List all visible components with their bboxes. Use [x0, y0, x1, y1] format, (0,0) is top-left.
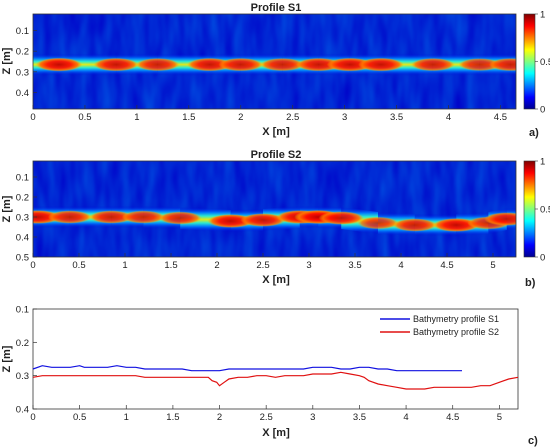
- panel-a: Profile S1 0 0.5 1 1.5 2 2.5 3 3.5 4 4.5 0.1 0.2 0.3…: [1, 2, 550, 139]
- panel-a-reflector-peak: [35, 57, 83, 72]
- panel-b-ytick-label: 0.5: [16, 253, 29, 264]
- panel-b-xtick-label: 0.5: [72, 260, 85, 271]
- panel-b-xtick-label: 3: [306, 260, 311, 271]
- panel-b-xlabel: X [m]: [262, 274, 290, 286]
- panel-b-reflector-peak: [318, 211, 364, 225]
- panel-b-xtick-label: 0: [30, 260, 35, 271]
- panel-b-ytick-label: 0.1: [16, 173, 29, 184]
- panel-a-ytick-label: 0.1: [16, 26, 29, 37]
- panel-a-reflector-band: [157, 53, 210, 76]
- panel-c-xtick-label: 0: [30, 412, 35, 423]
- panel-a-reflector-peak: [260, 58, 305, 72]
- panel-c-xtick-label: 2.5: [260, 412, 273, 423]
- panel-a-xtick-label: 0: [30, 112, 35, 123]
- panel-a-reflector-peak: [218, 57, 264, 72]
- panel-c-ytick-label: 0.2: [16, 338, 29, 349]
- panel-b: Profile S2 0 0.5 1 1.5 2 2.5 3 3.5 4 4.5 50.10.20.…: [1, 149, 550, 289]
- panel-b-colorbar: [523, 160, 536, 258]
- panel-a-ytick-label: 0.3: [16, 67, 29, 78]
- panel-a-reflector-peak: [458, 58, 501, 71]
- panel-b-colorbar-label: 1: [540, 157, 545, 168]
- series-line-s1: [32, 365, 462, 372]
- panel-b-xtick-label: 3.5: [348, 260, 361, 271]
- panel-c-xtick-label: 3: [310, 412, 315, 423]
- panel-a-ytick-label: 0.2: [16, 47, 29, 58]
- panel-c-xlabel: X [m]: [262, 427, 290, 439]
- legend-label-s2: Bathymetry profile S2: [413, 327, 499, 337]
- panel-b-reflector-peak: [158, 211, 202, 225]
- panel-a-frame: [32, 13, 517, 110]
- panel-a-reflector-peak: [135, 58, 180, 72]
- panel-b-ytick-label: 0.2: [16, 193, 29, 204]
- panel-c-xtick-label: 2: [217, 412, 222, 423]
- panel-b-reflector-peak: [47, 210, 92, 224]
- panel-a-reflector-peak: [488, 58, 516, 72]
- panel-c-label: c): [528, 435, 538, 447]
- panel-a-colorbar-label: 1: [540, 10, 545, 21]
- panel-a-colorbar-label: 0: [540, 105, 545, 116]
- panel-c-xtick-label: 4.5: [446, 412, 459, 423]
- panel-b-colorbar-label: 0.5: [540, 205, 550, 216]
- panel-a-reflector-peak: [358, 57, 404, 72]
- panel-a-xtick-label: 1: [134, 112, 139, 123]
- legend-label-s1: Bathymetry profile S1: [413, 314, 499, 324]
- panel-b-title: Profile S2: [251, 149, 302, 161]
- panel-b-label: b): [525, 277, 536, 289]
- panel-c-ytick-label: 0.4: [16, 405, 29, 416]
- panel-c-xtick-label: 1: [124, 412, 129, 423]
- panel-c-ytick-label: 0.3: [16, 371, 29, 382]
- series-line-s2: [32, 371, 519, 390]
- panel-c: 0 0.5 1 1.5 2 2.5 3 3.5 4 4.5 5 0.1 0.2 0.3 0.4 Bathym…: [1, 305, 538, 448]
- panel-b-xtick-label: 1: [122, 260, 127, 271]
- panel-c-xtick-label: 3.5: [353, 412, 366, 423]
- legend: Bathymetry profile S1 Bathymetry profile…: [380, 314, 499, 337]
- panel-b-reflector-peak: [240, 213, 286, 227]
- panel-a-xtick-label: 3.5: [390, 112, 403, 123]
- panel-a-reflector: [33, 53, 516, 76]
- panel-b-xtick-label: 5: [490, 260, 495, 271]
- panel-b-ylabel: Z [m]: [1, 195, 13, 222]
- panel-a-xtick-label: 4.5: [494, 112, 507, 123]
- panel-b-reflector-peak: [121, 210, 165, 224]
- panel-a-xtick-label: 3: [342, 112, 347, 123]
- panel-b-colorbar-label: 0: [540, 253, 545, 264]
- panel-a-xtick-label: 2.5: [286, 112, 299, 123]
- panel-b-reflector-peak: [484, 212, 516, 226]
- panel-c-ytick-label: 0.1: [16, 305, 29, 316]
- panel-b-reflector-peak: [89, 210, 134, 224]
- panel-b-xtick-label: 2: [214, 260, 219, 271]
- panel-a-ytick-label: 0.4: [16, 88, 29, 99]
- panel-a-colorbar: [523, 13, 536, 110]
- panel-b-reflector-peak: [392, 218, 437, 232]
- panel-c-xtick-label: 5: [497, 412, 502, 423]
- panel-c-frame: [32, 308, 519, 410]
- panel-a-xtick-label: 4: [446, 112, 451, 123]
- panel-b-xtick-label: 4.5: [440, 260, 453, 271]
- panel-c-ylabel: Z [m]: [1, 345, 13, 372]
- panel-a-xtick-label: 2: [238, 112, 243, 123]
- panel-a-ylabel: Z [m]: [1, 47, 13, 74]
- panel-b-xtick-label: 4: [398, 260, 403, 271]
- panel-a-title: Profile S1: [251, 2, 302, 14]
- panel-b-reflector-peak: [357, 216, 399, 230]
- panel-c-xtick-label: 4: [403, 412, 408, 423]
- panel-b-xtick-label: 1.5: [164, 260, 177, 271]
- panel-a-xlabel: X [m]: [262, 126, 290, 138]
- panel-a-label: a): [529, 127, 539, 139]
- panel-a-reflector-peak: [411, 58, 455, 72]
- panel-a-colorbar-label: 0.5: [540, 57, 550, 68]
- panel-b-ytick-label: 0.3: [16, 213, 29, 224]
- panel-c-xtick-label: 0.5: [73, 412, 86, 423]
- panel-c-series: [32, 365, 519, 390]
- panel-a-reflector-band: [58, 53, 117, 76]
- panel-a-xtick-label: 0.5: [78, 112, 91, 123]
- panel-a-reflector-peak: [93, 57, 139, 72]
- panel-a-xtick-label: 1.5: [182, 112, 195, 123]
- panel-b-ytick-label: 0.4: [16, 233, 29, 244]
- panel-a-reflector-peak: [186, 57, 233, 72]
- panel-c-xtick-label: 1.5: [166, 412, 179, 423]
- panel-b-frame: [32, 160, 517, 258]
- panel-b-xtick-label: 2.5: [256, 260, 269, 271]
